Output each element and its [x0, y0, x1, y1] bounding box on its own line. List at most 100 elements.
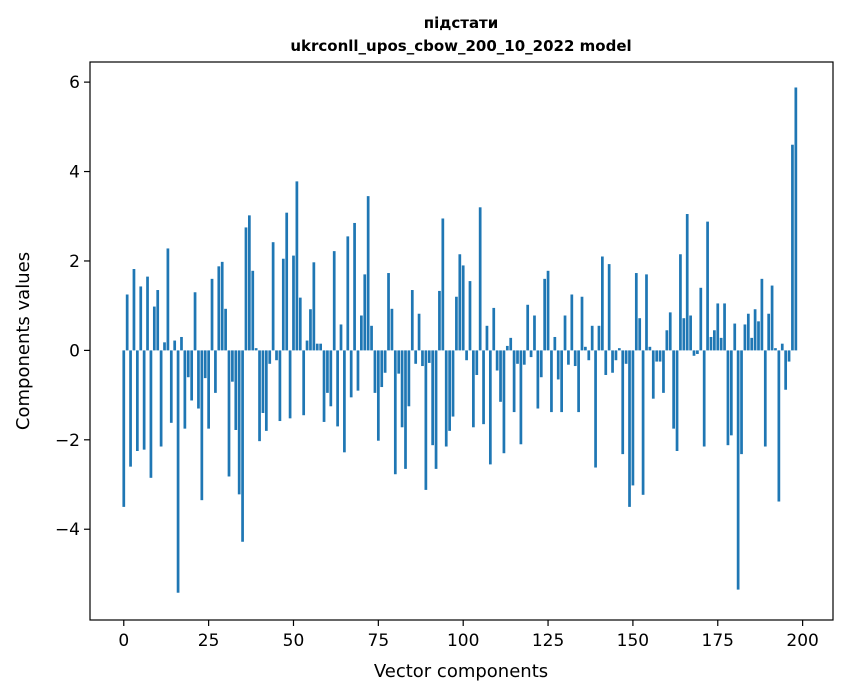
bar — [495, 350, 499, 371]
bar — [631, 350, 635, 486]
bar — [529, 350, 533, 358]
bar — [689, 315, 692, 351]
bar — [675, 350, 679, 451]
bar — [129, 350, 132, 467]
bar — [699, 287, 703, 351]
bar — [590, 325, 594, 351]
bar — [750, 337, 754, 351]
bar — [186, 350, 190, 378]
bar — [556, 350, 560, 380]
bar — [553, 336, 557, 351]
bar — [248, 215, 251, 351]
bar — [217, 266, 221, 351]
bar — [336, 350, 339, 427]
bar — [169, 350, 173, 423]
bar — [298, 297, 302, 351]
bar — [156, 290, 160, 351]
bar — [400, 350, 404, 428]
bar — [774, 348, 777, 351]
bar — [417, 313, 421, 351]
bar — [519, 350, 523, 445]
bar — [696, 350, 699, 354]
bar — [139, 286, 143, 351]
bar — [278, 350, 282, 422]
bar — [380, 350, 384, 388]
bar — [723, 303, 726, 351]
bar — [767, 313, 771, 351]
bar — [441, 218, 445, 351]
bar — [332, 251, 336, 351]
bar — [254, 348, 258, 351]
bar — [658, 350, 662, 362]
bar — [702, 350, 706, 447]
bar — [326, 350, 329, 393]
bar — [638, 318, 642, 351]
plot-frame — [89, 61, 834, 621]
bar — [132, 269, 136, 351]
x-tick-label: 150 — [617, 631, 649, 651]
bar — [587, 350, 591, 361]
bar — [173, 340, 177, 351]
bar — [220, 261, 224, 351]
bar — [322, 350, 326, 422]
bar — [770, 285, 774, 351]
bar — [461, 265, 465, 351]
bar — [662, 350, 665, 393]
bar — [370, 325, 373, 351]
bar — [424, 350, 428, 490]
bar — [580, 296, 584, 351]
bar — [407, 350, 411, 407]
bar — [438, 290, 441, 351]
bar — [383, 350, 387, 373]
bar — [584, 346, 587, 351]
bar — [604, 350, 608, 375]
bar — [244, 227, 248, 351]
bar — [390, 308, 394, 351]
bar — [343, 350, 346, 453]
x-tick-label: 25 — [198, 631, 220, 651]
bar — [655, 350, 659, 362]
bar — [373, 350, 377, 393]
bar — [499, 350, 502, 402]
bar — [122, 350, 126, 507]
bar — [275, 350, 278, 361]
bar — [302, 350, 306, 416]
bar — [563, 315, 567, 351]
bar — [597, 325, 601, 351]
bar — [488, 350, 492, 465]
bar — [468, 281, 472, 351]
bar — [349, 350, 353, 398]
bar — [458, 254, 462, 351]
x-axis-ticks: 0 25 50 75 100 125 150 175 200 — [118, 620, 819, 651]
bar — [621, 350, 625, 455]
bar — [451, 350, 455, 417]
x-tick-label: 100 — [447, 631, 479, 651]
bar — [645, 274, 648, 351]
bar — [200, 350, 204, 501]
bar — [285, 212, 289, 351]
bar — [560, 350, 563, 413]
bar — [366, 196, 370, 351]
bar — [142, 350, 146, 450]
x-tick-label: 0 — [118, 631, 129, 651]
bar — [305, 340, 309, 351]
bar — [713, 330, 716, 351]
bar — [614, 350, 618, 361]
bar — [376, 350, 380, 441]
bar — [146, 276, 149, 351]
bar — [180, 336, 183, 351]
bar — [682, 318, 686, 351]
bar — [763, 350, 767, 447]
bar — [197, 350, 200, 409]
bar — [135, 350, 139, 451]
bar — [533, 315, 536, 351]
bar — [539, 350, 543, 378]
bar — [746, 313, 750, 351]
bar — [505, 345, 509, 351]
bar — [251, 270, 255, 351]
bar — [268, 350, 272, 364]
bar — [329, 350, 333, 407]
bar — [427, 350, 431, 363]
y-tick-label: 0 — [69, 341, 80, 361]
bar — [397, 350, 401, 374]
